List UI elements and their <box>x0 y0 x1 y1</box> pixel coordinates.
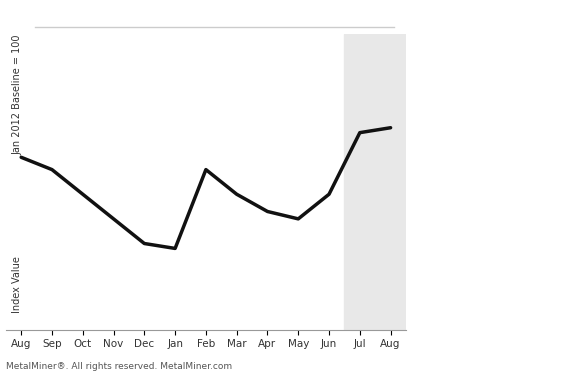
Bar <box>345 34 406 330</box>
Text: Jan 2012 Baseline = 100: Jan 2012 Baseline = 100 <box>12 34 23 155</box>
Text: Rare Earths
MMI: Rare Earths MMI <box>426 44 554 86</box>
Text: July to August: July to August <box>463 187 556 200</box>
Text: MetalMiner®. All rights reserved. MetalMiner.com: MetalMiner®. All rights reserved. MetalM… <box>6 362 232 371</box>
Text: Index Value: Index Value <box>12 256 23 313</box>
Text: Flat: Flat <box>463 232 488 245</box>
